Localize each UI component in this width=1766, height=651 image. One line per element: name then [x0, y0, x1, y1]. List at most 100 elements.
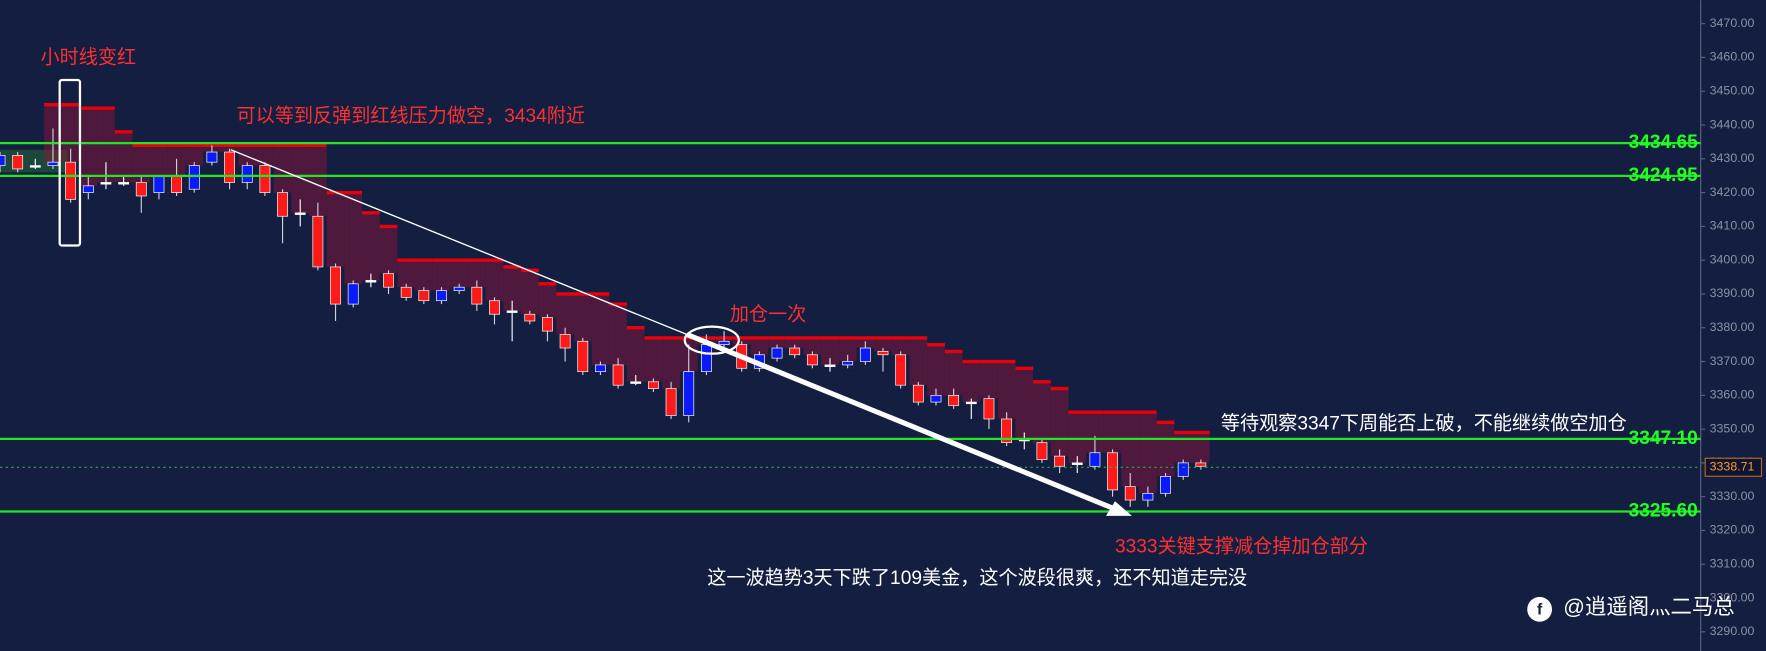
resistance-shade [785, 337, 804, 349]
resistance-shade [344, 192, 363, 284]
candle-body [82, 185, 94, 193]
resistance-shade [1192, 432, 1210, 463]
candle-body [859, 347, 871, 362]
candle-body [842, 361, 854, 366]
resistance-shade [874, 337, 892, 352]
candle-body [542, 317, 553, 332]
candle-body [100, 182, 112, 185]
candle-body [206, 151, 218, 163]
candle-body [1001, 418, 1013, 443]
candle-body [1124, 486, 1136, 501]
trend-arrow [686, 332, 1116, 512]
y-tick-label: 3380.00 [1710, 320, 1755, 334]
resistance-shade [591, 293, 610, 365]
resistance-shade [379, 226, 398, 274]
candle-body [983, 398, 995, 420]
y-tick-label: 3460.00 [1710, 50, 1755, 64]
resistance-shade [909, 337, 928, 386]
candle-body [1071, 462, 1083, 465]
candle-body [1160, 476, 1171, 494]
resistance-shade [450, 260, 468, 288]
resistance-shade [662, 337, 680, 389]
annotation: 这一波趋势3天下跌了109美金，这个波段很爽，还不知道走完没 [707, 567, 1247, 589]
resistance-shade [362, 212, 380, 281]
candle-body [171, 175, 183, 193]
last-price-label: 3338.71 [1710, 460, 1755, 474]
resistance-shade [1121, 412, 1140, 487]
candle-body [47, 161, 59, 166]
y-tick-label: 3430.00 [1710, 151, 1755, 165]
resistance-shade [1103, 412, 1122, 453]
candle-body [436, 290, 447, 302]
resistance-shade [573, 293, 592, 342]
candle-body [277, 192, 288, 217]
candle-body [948, 394, 960, 406]
candle-body [1195, 462, 1207, 467]
resistance-shade [415, 260, 433, 291]
candle-body [912, 384, 924, 403]
resistance-shade [97, 108, 115, 183]
resistance-shade [150, 145, 168, 176]
resistance-shade [768, 337, 786, 349]
last-price-box [1704, 457, 1763, 477]
y-tick-label: 3310.00 [1710, 557, 1755, 571]
candle-body [330, 266, 341, 305]
candle-body [877, 351, 889, 356]
resistance-shade [256, 145, 274, 166]
resistance-shade [980, 361, 998, 399]
candle-body [506, 310, 518, 313]
resistance-shade [520, 270, 539, 315]
y-tick-label: 3290.00 [1710, 624, 1755, 638]
highlight-box [58, 78, 82, 247]
candle-body [559, 334, 571, 349]
resistance-shade [61, 104, 80, 163]
resistance-shade [750, 337, 769, 355]
candle-body [241, 165, 253, 183]
annotation: 加仓一次 [730, 303, 807, 325]
candle-body [824, 364, 836, 367]
resistance-shade [238, 145, 257, 166]
resistance-shade [1139, 412, 1157, 494]
resistance-shade [185, 145, 204, 166]
resistance-shade [79, 108, 98, 186]
candle-body [0, 155, 6, 166]
resistance-shade [326, 192, 345, 267]
annotation: 小时线变红 [41, 47, 137, 69]
resistance-shade [503, 266, 521, 311]
level-label: 3434.65 [1629, 132, 1698, 153]
candle-body [1107, 452, 1118, 491]
resistance-shade [309, 145, 327, 217]
candle-body [259, 165, 271, 193]
resistance-shade [997, 361, 1016, 419]
candle-body [12, 155, 24, 170]
resistance-shade [485, 260, 504, 301]
svg-text:f: f [1537, 602, 1543, 619]
candle-body [665, 388, 677, 416]
resistance-shade [114, 131, 133, 183]
resistance-shade [609, 304, 627, 365]
level-label: 3325.60 [1629, 501, 1698, 522]
candle-body [418, 290, 430, 302]
candle-body [595, 364, 606, 373]
resistance-shade [556, 293, 574, 335]
y-tick-label: 3440.00 [1710, 117, 1755, 131]
resistance-shade [821, 337, 839, 365]
y-tick-label: 3450.00 [1710, 83, 1755, 97]
resistance-shade [1156, 422, 1175, 477]
resistance-shade [1015, 368, 1034, 440]
y-tick-label: 3390.00 [1710, 286, 1755, 300]
candle-body [630, 381, 642, 384]
candle-body [1036, 442, 1048, 460]
candle-body [383, 273, 394, 288]
candle-body [700, 344, 712, 373]
y-tick-label: 3350.00 [1710, 421, 1755, 435]
candle-body [471, 286, 483, 305]
resistance-shade [927, 344, 945, 396]
candle-body [895, 354, 907, 386]
annotation: 可以等到反弹到红线压力做空，3434附近 [237, 105, 586, 127]
candle-body [312, 215, 324, 268]
y-tick-label: 3410.00 [1710, 219, 1755, 233]
y-tick-label: 3400.00 [1710, 252, 1755, 266]
candle-body [612, 364, 624, 386]
